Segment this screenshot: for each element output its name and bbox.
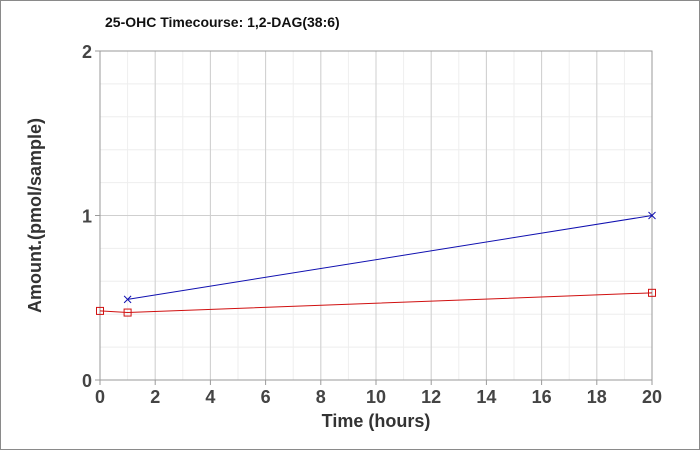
- data-point: [96, 306, 104, 315]
- x-tick-label: 8: [316, 387, 326, 407]
- x-tick-label: 20: [642, 387, 662, 407]
- y-tick-label: 0: [82, 371, 92, 391]
- data-point: [648, 288, 656, 297]
- x-axis-label: Time (hours): [322, 411, 431, 431]
- x-tick-label: 6: [261, 387, 271, 407]
- x-axis-ticks: 0 2 4 6 8 10 12 14 16 18 20: [95, 380, 662, 407]
- data-point: [648, 211, 656, 220]
- series-line-2: [99, 292, 653, 314]
- x-tick-label: 18: [587, 387, 607, 407]
- y-axis-ticks: 0 1 2: [82, 42, 100, 391]
- x-tick-label: 0: [95, 387, 105, 407]
- series-layer: [96, 211, 656, 317]
- series-line-1: [127, 215, 653, 300]
- x-tick-label: 16: [532, 387, 552, 407]
- data-point: [123, 308, 132, 317]
- x-tick-label: 10: [366, 387, 386, 407]
- y-tick-label: 2: [82, 42, 92, 62]
- x-tick-label: 4: [205, 387, 215, 407]
- data-point: [123, 295, 132, 304]
- y-tick-label: 1: [82, 207, 92, 227]
- chart-title: 25-OHC Timecourse: 1,2-DAG(38:6): [105, 14, 340, 30]
- x-tick-label: 12: [421, 387, 441, 407]
- y-axis-label: Amount.(pmol/sample): [25, 118, 45, 313]
- x-tick-label: 14: [476, 387, 496, 407]
- x-tick-label: 2: [150, 387, 160, 407]
